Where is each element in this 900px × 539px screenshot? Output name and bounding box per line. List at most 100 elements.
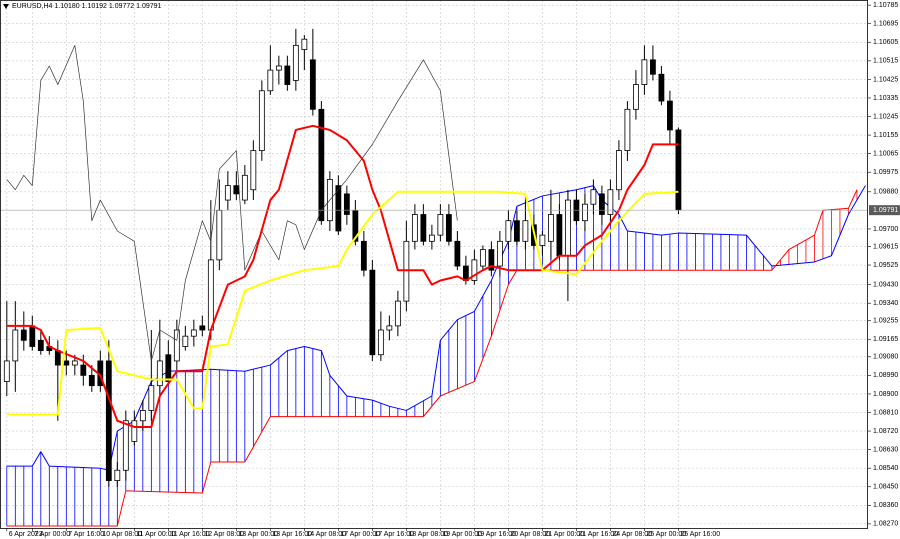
current-price-box [869,205,900,216]
x-tick-label: 21 Apr 00:00 [544,531,584,538]
chart-title: EURUSD,H4 1.10180 1.10192 1.09772 1.0979… [12,3,162,10]
candle-body [148,385,155,411]
candle-body [122,420,129,471]
y-tick-label: 1.10515 [873,58,898,65]
y-tick-label: 1.08900 [873,391,898,398]
candle-body [216,209,223,261]
candle-body [139,410,146,422]
candle-body [479,249,486,267]
x-tick-label: 11 Apr 16:00 [170,531,209,538]
candle-body [275,65,282,71]
x-tick-label: 12 Apr 08:00 [204,531,244,538]
candle-body [71,360,78,366]
y-tick-label: 1.09700 [873,226,898,233]
candle-body [224,185,231,201]
candle-body [675,129,682,211]
y-tick-label: 1.10695 [873,21,898,28]
x-tick-label: 13 Apr 00:00 [238,531,278,538]
cloud-span [6,189,858,527]
candle-body [29,325,36,347]
candle-body [496,240,503,267]
indicator-line [6,45,458,362]
candle-body [335,185,342,232]
candle-body [250,150,257,191]
candle-body [292,44,299,81]
x-tick-label: 17 Apr 00:00 [340,531,380,538]
candle-body [199,325,206,331]
candle-body [241,174,248,201]
candle-body [403,240,410,302]
x-tick-label: 25 Apr 00:00 [646,531,686,538]
y-tick-label: 1.10245 [873,113,898,120]
candle-body [624,108,631,151]
y-tick-label: 1.10425 [873,76,898,83]
candle-body [20,329,27,341]
y-tick-label: 1.10155 [873,132,898,139]
candle-body [165,354,172,382]
candle-body [564,199,571,257]
indicator-line [6,124,679,428]
y-tick-label: 1.09080 [873,354,898,361]
candle-body [386,325,393,331]
candle-body [428,234,435,242]
candle-body [3,360,10,382]
candle-body [258,90,265,151]
y-tick-label: 1.09340 [873,300,898,307]
candle-body [539,234,546,246]
y-tick-label: 1.08630 [873,446,898,453]
candle-body [471,259,478,281]
candle-body [394,300,401,327]
candle-body [582,203,588,222]
candle-body [12,329,19,362]
x-tick-label: 19 Apr 00:00 [442,531,482,538]
y-tick-label: 1.10785 [873,2,898,9]
y-tick-label: 1.08990 [873,372,898,379]
candle-body [607,189,614,215]
x-tick-label: 25 Apr 16:00 [680,531,720,538]
y-tick-label: 1.09615 [873,243,898,250]
candle-body [114,469,121,481]
candle-body [207,259,214,331]
candle-body [37,339,44,352]
current-price-label: 1.09791 [873,207,898,214]
y-tick-label: 1.09430 [873,281,898,288]
candle-body [309,59,316,110]
plot-frame [0,0,868,529]
candle-body [301,38,308,50]
candle-body [667,100,673,131]
y-tick-label: 1.10065 [873,151,898,158]
candle-body [650,59,656,75]
candle-body [420,214,427,242]
indicator-line [6,190,679,416]
y-tick-label: 1.08810 [873,409,898,416]
symbol-icon [3,4,9,9]
candle-body [267,69,274,92]
candle-body [343,193,350,215]
candle-body [641,59,648,85]
x-tick-label: 20 Apr 08:00 [510,531,550,538]
candle-body [156,360,163,387]
candle-body [522,220,529,242]
candle-body [454,240,461,267]
x-tick-label: 17 Apr 16:00 [374,531,414,538]
candle-body [488,249,495,271]
candle-body [173,329,180,362]
candle-body [360,240,367,271]
candle-body [182,335,189,347]
y-tick-label: 1.10335 [873,95,898,102]
x-tick-label: 13 Apr 16:00 [272,531,312,538]
candle-body [556,214,563,257]
y-tick-label: 1.10605 [873,39,898,46]
x-tick-label: 7 Apr 16:00 [68,531,104,538]
y-tick-label: 1.09255 [873,318,898,325]
candle-body [80,364,87,376]
x-tick-label: 10 Apr 08:00 [102,531,142,538]
y-tick-label: 1.08270 [873,521,898,528]
candle-body [369,269,376,356]
candle-body [54,350,61,366]
candle-body [284,65,291,85]
candle-body [105,360,112,481]
candle-body [658,73,665,102]
